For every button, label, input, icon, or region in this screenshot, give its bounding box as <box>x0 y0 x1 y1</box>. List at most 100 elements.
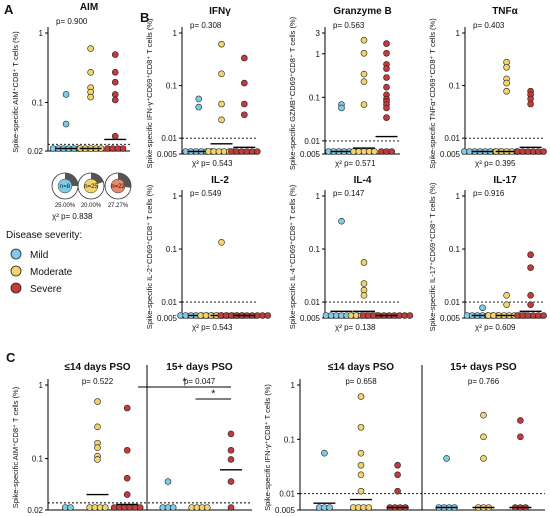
data-point-moderate <box>480 411 487 419</box>
y-tick-label: 0.005 <box>300 314 321 323</box>
panel-a-chi-square: χ² p= 0.838 <box>52 212 93 221</box>
legend: Disease severity: Mild Moderate Severe <box>6 230 82 295</box>
data-point-moderate <box>357 449 365 457</box>
pie-percent-label: 27.27% <box>108 203 129 209</box>
section-title: ≤14 days PSO <box>328 362 394 373</box>
y-axis-label: Spike-specific AIM⁺CD8⁺ T cells (%) <box>11 31 20 153</box>
data-point-moderate <box>87 69 94 76</box>
legend-marker-severe <box>10 282 22 294</box>
p-value: p= 0.900 <box>56 17 88 26</box>
data-point-severe <box>227 430 235 438</box>
data-point-severe <box>383 65 390 72</box>
pie-n-label: n=8 <box>60 184 71 190</box>
data-point-severe <box>527 292 534 299</box>
data-point-moderate <box>94 444 101 451</box>
data-point-moderate <box>218 70 225 78</box>
data-point-moderate <box>360 101 368 108</box>
plots-layer: 0.02 0.1 1 Spike-specific AIM⁺CD8⁺ T cells … <box>11 2 547 515</box>
data-point-severe <box>123 404 131 412</box>
y-tick-label: 1 <box>316 50 321 59</box>
legend-label-severe: Severe <box>30 284 62 295</box>
data-point-severe <box>123 491 131 498</box>
y-axis-label: Spike-specific IL-2⁺CD69⁺CD8⁺ T cells (%… <box>145 184 154 329</box>
chart-panel-7: 0.02 0.1 1 Spike-specific AIM⁺CD8⁺ T cells … <box>11 362 252 515</box>
data-point-moderate <box>87 45 94 52</box>
chi-square-p: χ² p= 0.571 <box>335 159 376 168</box>
legend-title: Disease severity: <box>6 230 82 241</box>
y-axis-label: Spike-specific TNFα⁺CD69⁺CD8⁺ T cells (%… <box>428 18 437 169</box>
chart-panel-4: 0.005 0.01 0.1 1 Spike-specific IL-2⁺CD69⁺CD… <box>145 175 272 332</box>
data-point-severe <box>394 471 401 479</box>
data-point-moderate <box>360 259 368 266</box>
data-point-moderate <box>94 423 101 431</box>
p-value: p= 0.916 <box>473 189 505 198</box>
data-point-mild <box>62 91 70 98</box>
y-tick-label: 0.1 <box>166 245 178 254</box>
legend-marker-moderate <box>10 265 22 277</box>
chart-title: Granzyme B <box>333 6 391 17</box>
data-point-moderate <box>218 116 225 124</box>
data-point-severe <box>227 504 235 511</box>
chi-square-p: χ² p= 0.138 <box>335 323 376 332</box>
data-point-severe <box>383 74 390 81</box>
y-tick-label: 0.01 <box>161 134 177 143</box>
y-tick-label: 0.005 <box>275 506 296 515</box>
data-point-moderate <box>357 393 365 400</box>
chart-title: IL-17 <box>493 175 517 186</box>
data-point-moderate <box>87 93 94 101</box>
data-point-severe <box>383 49 390 57</box>
significance-star: * <box>211 388 216 400</box>
chart-panel-3: 0.005 0.01 0.1 1 Spike-specific TNFα⁺CD69⁺CD… <box>428 6 547 169</box>
data-point-severe <box>111 78 119 86</box>
data-point-severe <box>241 54 248 62</box>
data-point-moderate <box>480 455 487 462</box>
data-point-moderate <box>360 49 368 57</box>
y-tick-label: 0.01 <box>279 490 295 499</box>
data-point-mild <box>67 504 74 511</box>
data-point-moderate <box>480 433 487 441</box>
data-point-severe <box>111 69 119 76</box>
data-point-severe <box>527 100 534 108</box>
y-tick-label: 0.1 <box>166 82 178 91</box>
data-point-severe <box>394 487 401 495</box>
panel-label-c: C <box>6 350 16 365</box>
data-point-moderate <box>357 461 365 469</box>
y-tick-label: 0.01 <box>304 298 320 307</box>
y-axis-label: Spike-specific IFN-γ⁺CD69⁺CD8⁺ T cells (… <box>145 18 154 168</box>
data-point-severe <box>227 456 235 463</box>
y-tick-label: 0.01 <box>444 298 460 307</box>
data-point-mild <box>338 217 345 225</box>
y-tick-label: 0.01 <box>444 134 460 143</box>
chart-title: IL-2 <box>211 175 229 186</box>
data-point-severe <box>254 148 261 155</box>
y-tick-label: 1 <box>173 29 178 38</box>
y-tick-label: 0.1 <box>32 98 44 107</box>
y-tick-label: 0.1 <box>284 435 296 444</box>
y-tick-label: 0.1 <box>309 93 321 102</box>
pie-percent-label: 25.00% <box>55 203 76 209</box>
y-tick-label: 0.005 <box>440 150 461 159</box>
p-value: p= 0.147 <box>333 189 365 198</box>
y-axis-label: Spike-specific GZMB⁺CD69⁺CD8⁺ T cells (%… <box>288 16 297 170</box>
pie-n-label: n=25 <box>84 184 98 190</box>
data-point-severe <box>111 91 119 98</box>
y-axis-label: Spike-specific IL-4⁺CD69⁺CD8⁺ T cells (%… <box>288 184 297 329</box>
data-point-moderate <box>357 487 365 495</box>
y-tick-label: 1 <box>39 29 44 38</box>
data-point-mild <box>195 103 203 111</box>
p-value: p= 0.549 <box>190 189 222 198</box>
y-axis-label: Spike-specific AIM⁺CD8⁺ T cells (%) <box>11 386 20 508</box>
data-point-moderate <box>102 504 109 511</box>
data-point-severe <box>517 433 524 441</box>
section-p-value: p= 0.522 <box>82 377 114 386</box>
y-tick-label: 3 <box>316 29 321 38</box>
y-tick-label: 1 <box>39 381 44 390</box>
data-point-moderate <box>371 148 378 155</box>
data-point-mild <box>321 449 328 457</box>
data-point-mild <box>62 120 70 128</box>
panel-label-a: A <box>4 2 14 17</box>
panel-label-b: B <box>140 10 149 25</box>
data-point-moderate <box>360 70 368 78</box>
legend-label-moderate: Moderate <box>30 267 73 278</box>
y-axis-label: Spike-specific IL-17⁺CD69⁺CD8⁺ T cells (… <box>428 182 437 331</box>
